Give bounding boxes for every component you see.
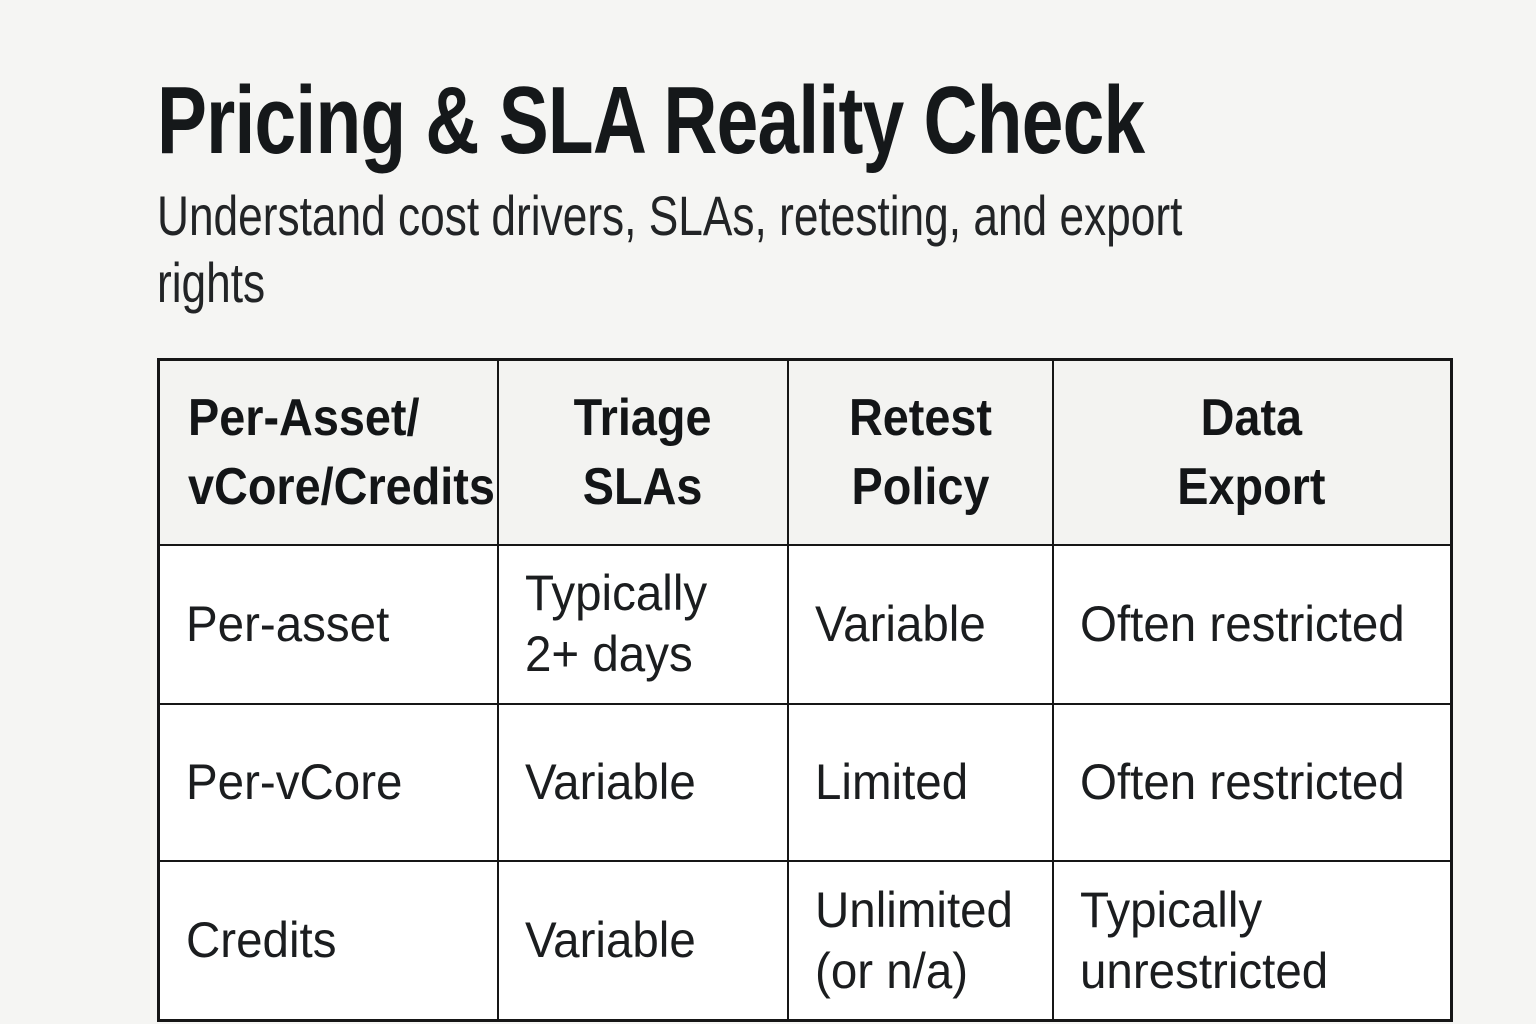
column-header-triage-slas: Triage SLAs xyxy=(496,358,789,546)
cell-text: Often restricted xyxy=(1079,595,1405,652)
column-header-pricing-model: Per-Asset/ vCore/Credits xyxy=(157,358,499,546)
cell-triage-sla: Variable xyxy=(496,859,789,1022)
cell-text: Limited xyxy=(814,753,968,810)
column-header-label: Triage SLAs xyxy=(573,389,712,516)
cell-text: Typically 2+ days xyxy=(524,565,707,683)
page-subtitle-text: Understand cost drivers, SLAs, retesting… xyxy=(157,184,1183,315)
page-subtitle: Understand cost drivers, SLAs, retesting… xyxy=(157,182,1456,316)
cell-text: Often restricted xyxy=(1079,753,1405,810)
table-header: Per-Asset/ vCore/Credits Triage SLAs Ret… xyxy=(157,358,1453,546)
column-header-retest-policy: Retest Policy xyxy=(786,358,1054,546)
table-row-per-vcore: Per-vCore Variable Limited Often restric… xyxy=(157,702,1453,862)
cell-triage-sla: Variable xyxy=(496,702,789,862)
cell-text: Variable xyxy=(814,595,986,652)
cell-pricing-model: Per-vCore xyxy=(157,702,499,862)
column-header-label: Retest Policy xyxy=(848,389,992,516)
cell-pricing-model: Credits xyxy=(157,859,499,1022)
column-header-label: Data Export xyxy=(1177,389,1326,516)
cell-text: Unlimited (or n/a) xyxy=(814,881,1013,999)
cell-text: Per-asset xyxy=(186,595,390,652)
cell-data-export: Often restricted xyxy=(1051,543,1453,705)
column-header-label: Per-Asset/ vCore/Credits xyxy=(188,389,495,516)
page-title: Pricing & SLA Reality Check xyxy=(157,73,1456,169)
table-row-per-asset: Per-asset Typically 2+ days Variable Oft… xyxy=(157,543,1453,705)
cell-text: Variable xyxy=(524,753,696,810)
table-row-credits: Credits Variable Unlimited (or n/a) Typi… xyxy=(157,859,1453,1022)
cell-data-export: Often restricted xyxy=(1051,702,1453,862)
cell-text: Typically unrestricted xyxy=(1079,881,1328,999)
cell-text: Credits xyxy=(186,912,337,969)
table-header-row: Per-Asset/ vCore/Credits Triage SLAs Ret… xyxy=(157,358,1453,546)
column-header-data-export: Data Export xyxy=(1051,358,1453,546)
cell-retest-policy: Variable xyxy=(786,543,1054,705)
cell-text: Per-vCore xyxy=(186,753,403,810)
pricing-sla-table: Per-Asset/ vCore/Credits Triage SLAs Ret… xyxy=(157,358,1453,1023)
page-title-text: Pricing & SLA Reality Check xyxy=(157,67,1145,174)
cell-triage-sla: Typically 2+ days xyxy=(496,543,789,705)
cell-data-export: Typically unrestricted xyxy=(1051,859,1453,1022)
cell-text: Variable xyxy=(524,912,696,969)
cell-retest-policy: Limited xyxy=(786,702,1054,862)
table-body: Per-asset Typically 2+ days Variable Oft… xyxy=(157,543,1453,1022)
cell-retest-policy: Unlimited (or n/a) xyxy=(786,859,1054,1022)
cell-pricing-model: Per-asset xyxy=(157,543,499,705)
